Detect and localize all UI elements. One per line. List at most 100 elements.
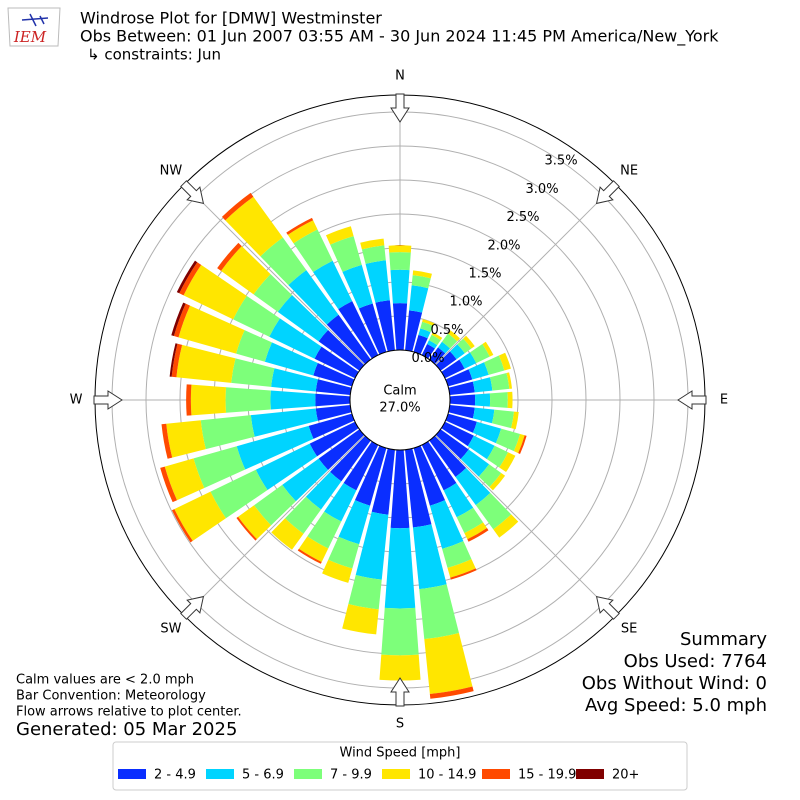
bar-segment	[314, 346, 359, 379]
bar-segment	[231, 358, 275, 387]
bar-segment	[174, 491, 226, 541]
bar-segment	[264, 342, 318, 376]
r-tick-label: 0.0%	[411, 351, 444, 366]
bar-segment	[255, 443, 318, 491]
compass-label: SW	[160, 622, 181, 637]
bar-segment	[326, 314, 371, 365]
bar-segment	[412, 524, 447, 590]
bar-segment	[361, 245, 386, 264]
compass-label: NW	[160, 163, 183, 178]
bar-segment	[161, 423, 173, 459]
compass-label: S	[396, 717, 404, 732]
bar-segment	[176, 344, 236, 383]
bar-segment	[499, 452, 516, 473]
bar-segment	[322, 559, 353, 583]
logo-frame	[7, 7, 61, 47]
bar-segment	[253, 274, 293, 312]
bar-segment	[491, 409, 515, 429]
bar-segment	[270, 390, 316, 410]
bar-segment	[443, 482, 474, 518]
bar-segment	[173, 303, 191, 338]
bar-segment	[498, 352, 511, 371]
bar-segment	[429, 500, 464, 549]
bar-segment	[178, 305, 245, 354]
legend-swatch	[206, 769, 234, 779]
bar-segment	[449, 344, 465, 360]
polar-plot: 0.0% 0.5% 1.0% 1.5% 2.0% 2.5% 3.0% 3.5% N NE E SE S S…	[70, 69, 729, 732]
bar-segment	[388, 245, 412, 253]
compass-arrow	[595, 180, 620, 205]
bar-segment	[225, 196, 283, 257]
bar-segment	[441, 359, 465, 379]
bar-segment	[375, 300, 395, 352]
compass-label: N	[395, 69, 405, 84]
legend-label: 15 - 19.9	[518, 768, 576, 783]
bar-segment	[445, 369, 473, 387]
bar-segment	[424, 633, 473, 694]
bar-segment	[285, 496, 322, 534]
bar-segment	[427, 340, 438, 349]
bar-segment	[463, 335, 475, 349]
bar-segment	[179, 262, 202, 296]
r-tick-label: 2.5%	[507, 210, 540, 225]
bar-segment	[518, 435, 527, 454]
bar-segment	[297, 548, 322, 564]
bar-segment	[418, 328, 431, 339]
calm-value: 27.0%	[379, 401, 420, 416]
bar-segment	[171, 343, 183, 378]
bar-segment	[472, 377, 493, 393]
bar-segment	[482, 341, 494, 357]
bar-segment	[506, 372, 512, 389]
bar-segment	[384, 527, 416, 609]
bar-segment	[338, 500, 371, 545]
bar-segment	[342, 604, 379, 635]
summary-line: Obs Used: 7764	[624, 651, 767, 672]
bar-segment	[342, 264, 373, 309]
bar-segment	[325, 226, 354, 245]
bar-segment	[277, 294, 329, 342]
bar-segment	[435, 429, 469, 460]
legend-frame	[112, 741, 688, 791]
bar-segment	[412, 270, 432, 279]
note: Flow arrows relative to plot center.	[16, 705, 242, 720]
bar-segment	[160, 466, 178, 503]
constraints: ↳ constraints: Jun	[87, 46, 221, 64]
bar-segment	[217, 242, 242, 271]
bar-segment	[254, 484, 296, 526]
radial-grid-line	[435, 183, 617, 365]
bar-segment	[429, 686, 474, 699]
bar-segment	[328, 536, 360, 569]
bar-segment	[467, 527, 489, 542]
bar-segment	[171, 509, 193, 543]
bar-segment	[459, 352, 477, 369]
generated: Generated: 05 Mar 2025	[16, 719, 237, 740]
bar-segment	[470, 343, 490, 364]
r-tick-label: 3.5%	[545, 154, 578, 169]
r-tick-label: 3.0%	[526, 182, 559, 197]
compass-arrow	[390, 93, 410, 123]
bar-segment	[236, 330, 272, 362]
compass-arrow	[180, 595, 205, 620]
bar-segment	[457, 338, 472, 354]
bar-segment	[190, 384, 227, 416]
compass-label: NE	[620, 163, 638, 178]
bar-segment	[405, 310, 423, 352]
bar-segment	[315, 379, 352, 395]
bar-segment	[305, 471, 342, 510]
bar-segment	[421, 343, 435, 359]
bar-segment	[489, 473, 506, 491]
bar-segment	[313, 260, 353, 310]
bar-segment	[309, 421, 359, 457]
calm-label: Calm	[383, 384, 416, 399]
bar-segment	[447, 559, 476, 578]
bar-segment	[354, 445, 387, 506]
legend-swatch	[382, 769, 410, 779]
bar-segment	[449, 394, 476, 406]
legend-label: 10 - 14.9	[418, 768, 476, 783]
summary-line: Obs Without Wind: 0	[582, 673, 767, 694]
bar-segment	[428, 334, 441, 346]
legend-swatch	[294, 769, 322, 779]
bar-segment	[355, 511, 389, 580]
